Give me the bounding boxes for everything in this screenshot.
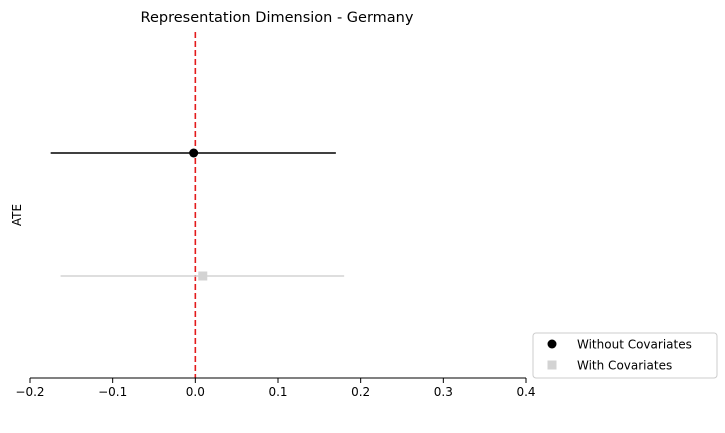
- x-tick-label: −0.1: [98, 385, 127, 399]
- x-tick-label: 0.1: [268, 385, 287, 399]
- x-tick-label: −0.2: [15, 385, 44, 399]
- legend-entries: Without Covariates With Covariates: [547, 338, 692, 373]
- x-tick-label: 0.3: [434, 385, 453, 399]
- y-axis-label: ATE: [10, 204, 24, 226]
- legend-marker: [547, 339, 557, 349]
- chart-title: Representation Dimension - Germany: [141, 10, 414, 26]
- legend-box: [532, 332, 718, 379]
- estimate-point: [189, 148, 199, 158]
- x-tick-label: 0.0: [186, 385, 205, 399]
- x-tick-label: 0.4: [516, 385, 535, 399]
- estimate-point: [198, 271, 208, 281]
- plot-area: [50, 32, 345, 378]
- legend-label: With Covariates: [577, 359, 672, 373]
- legend-marker: [547, 360, 557, 370]
- x-tick-label: 0.2: [351, 385, 370, 399]
- x-axis: −0.2 −0.1 0.0 0.1 0.2 0.3 0.4: [15, 377, 536, 399]
- legend-label: Without Covariates: [577, 338, 692, 352]
- legend: Without Covariates With Covariates: [532, 332, 718, 379]
